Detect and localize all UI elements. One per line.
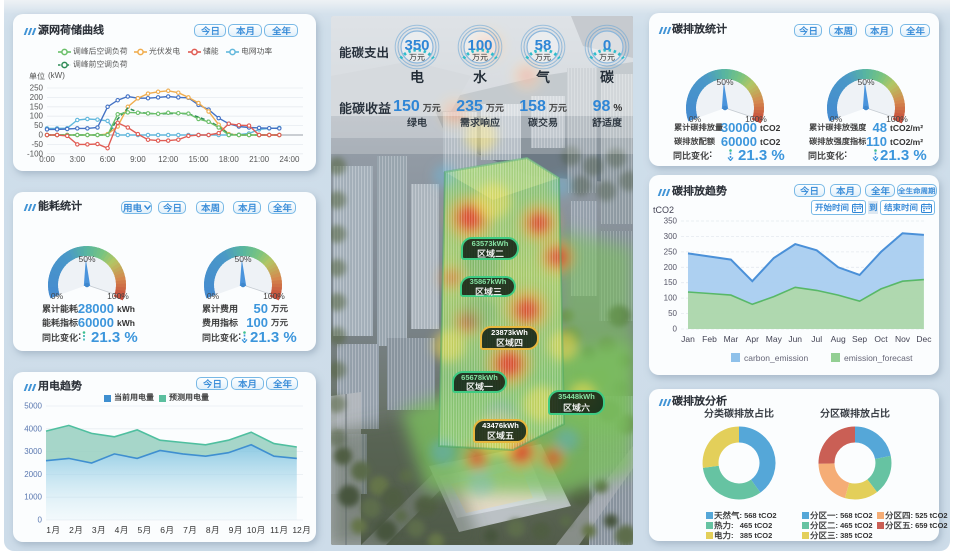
svg-text:100%: 100% [107, 291, 129, 301]
svg-text:Oct: Oct [874, 334, 888, 344]
svg-text:158: 158 [519, 98, 546, 115]
svg-text:150: 150 [393, 98, 420, 115]
svg-text:50: 50 [668, 309, 677, 318]
svg-text:0%: 0% [207, 291, 220, 301]
svg-text:5000: 5000 [24, 402, 42, 411]
svg-text:Aug: Aug [831, 334, 846, 344]
svg-text:8: 8 [206, 525, 211, 535]
svg-text:carbon_emission: carbon_emission [744, 353, 809, 363]
svg-text:7: 7 [183, 525, 188, 535]
svg-text:150: 150 [664, 278, 678, 287]
svg-text:200: 200 [30, 93, 44, 102]
svg-text:50%: 50% [857, 77, 874, 87]
svg-text:0: 0 [673, 325, 678, 334]
svg-text:50: 50 [34, 121, 43, 130]
svg-text:100%: 100% [886, 114, 908, 124]
svg-text:0%: 0% [51, 291, 64, 301]
svg-text:100: 100 [30, 112, 44, 121]
svg-text:0:00: 0:00 [39, 155, 55, 164]
svg-text:350: 350 [664, 217, 678, 226]
svg-text:3:00: 3:00 [70, 155, 86, 164]
svg-text:2000: 2000 [24, 470, 42, 479]
svg-text:4000: 4000 [24, 424, 42, 433]
svg-text:9: 9 [229, 525, 234, 535]
svg-text:300: 300 [664, 232, 678, 241]
svg-text:10: 10 [247, 525, 257, 535]
svg-text:0%: 0% [689, 114, 702, 124]
svg-text:15:00: 15:00 [188, 155, 209, 164]
svg-text:21:00: 21:00 [249, 155, 270, 164]
svg-text:235: 235 [456, 98, 483, 115]
svg-text:0%: 0% [830, 114, 843, 124]
svg-text:Apr: Apr [746, 334, 759, 344]
svg-text:50%: 50% [234, 254, 251, 264]
svg-text:200: 200 [664, 263, 678, 272]
svg-text:4: 4 [115, 525, 120, 535]
svg-text:250: 250 [664, 247, 678, 256]
svg-text:100: 100 [467, 37, 492, 54]
svg-text:Nov: Nov [895, 334, 911, 344]
svg-text:18:00: 18:00 [219, 155, 240, 164]
svg-text:50%: 50% [716, 77, 733, 87]
svg-text:May: May [766, 334, 783, 344]
svg-text:58: 58 [535, 37, 552, 54]
svg-text:0: 0 [39, 131, 44, 140]
svg-text:1: 1 [46, 525, 51, 535]
svg-text:98: 98 [593, 98, 611, 115]
svg-text:12: 12 [292, 525, 302, 535]
svg-text:100: 100 [664, 294, 678, 303]
svg-text:Jun: Jun [788, 334, 802, 344]
svg-text:3: 3 [92, 525, 97, 535]
svg-text:3000: 3000 [24, 447, 42, 456]
svg-text:9:00: 9:00 [130, 155, 146, 164]
svg-text:12:00: 12:00 [158, 155, 179, 164]
svg-text:350: 350 [404, 37, 429, 54]
svg-text:%: % [613, 103, 622, 114]
svg-text:1000: 1000 [24, 493, 42, 502]
svg-text:Jul: Jul [811, 334, 822, 344]
svg-text:Sep: Sep [852, 334, 867, 344]
svg-text:11: 11 [270, 525, 279, 535]
svg-text:50%: 50% [78, 254, 95, 264]
svg-text:-50: -50 [31, 140, 43, 149]
svg-text:250: 250 [30, 84, 44, 93]
svg-text:emission_forecast: emission_forecast [844, 353, 913, 363]
svg-text:2: 2 [69, 525, 74, 535]
svg-text:150: 150 [30, 102, 44, 111]
svg-text:Mar: Mar [724, 334, 739, 344]
svg-text:0: 0 [603, 37, 611, 54]
svg-text:Dec: Dec [916, 334, 932, 344]
svg-text:100%: 100% [745, 114, 767, 124]
svg-text:100%: 100% [263, 291, 285, 301]
svg-text:Jan: Jan [681, 334, 695, 344]
svg-text:5: 5 [137, 525, 142, 535]
svg-text:0: 0 [38, 516, 43, 525]
svg-text:Feb: Feb [702, 334, 717, 344]
svg-text:24:00: 24:00 [279, 155, 300, 164]
svg-text:6:00: 6:00 [100, 155, 116, 164]
svg-text:-100: -100 [27, 149, 44, 158]
svg-text:6: 6 [160, 525, 165, 535]
